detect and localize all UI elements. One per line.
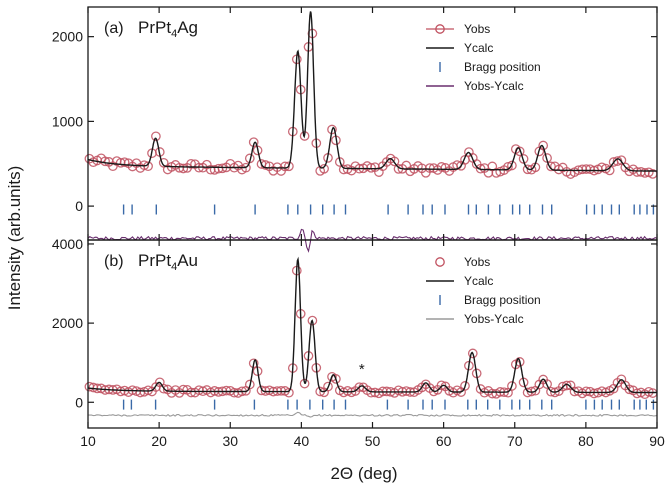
yobs-point — [514, 357, 525, 367]
yobs-point — [244, 379, 255, 390]
legend-label: Yobs — [464, 255, 490, 269]
compound-name: PrPt4Au — [138, 251, 198, 273]
x-axis-label: 2Θ (deg) — [330, 464, 397, 483]
yobs-point — [366, 162, 376, 173]
yobs-point — [503, 161, 513, 172]
legend-label: Yobs-Ycalc — [464, 312, 524, 326]
yobs-point — [550, 387, 560, 398]
yobs-point — [319, 163, 329, 174]
compound-tail: Au — [177, 251, 198, 270]
yobs-point — [151, 131, 161, 142]
impurity-marker: * — [359, 361, 365, 378]
yobs-point — [561, 380, 572, 391]
yobs-point — [624, 384, 635, 395]
yobs-point — [507, 160, 517, 171]
x-tick-label: 10 — [80, 433, 96, 449]
plot-frame — [87, 6, 658, 241]
yobs-point — [158, 383, 169, 394]
x-tick-label: 20 — [151, 433, 167, 449]
y-tick-label: 0 — [75, 198, 83, 214]
yobs-point — [178, 163, 189, 174]
yobs-point — [616, 155, 627, 166]
yobs-point — [119, 157, 130, 168]
x-tick-label: 40 — [294, 433, 310, 449]
compound-main: PrPt — [138, 18, 171, 37]
yobs-point — [507, 381, 517, 391]
panel-a: 0 1000 2000 (a) PrPt4Ag Yobs Ycalc Bragg positi… — [52, 6, 658, 253]
compound-subscript: 4 — [171, 261, 177, 273]
yobs-point — [217, 163, 228, 174]
y-tick-label: 1000 — [52, 113, 83, 129]
x-tick-label: 60 — [436, 433, 452, 449]
yobs-point — [186, 158, 196, 169]
yobs-point — [436, 162, 447, 172]
legend-label: Ycalc — [464, 41, 493, 55]
difference-line — [87, 411, 658, 418]
yobs-point — [538, 140, 549, 151]
yobs-point — [100, 156, 110, 167]
y-tick-label: 2000 — [52, 315, 83, 331]
yobs-point — [284, 161, 294, 172]
compound-subscript: 4 — [171, 28, 177, 40]
legend-label: Bragg position — [464, 293, 541, 307]
yobs-point — [475, 163, 486, 174]
yobs-point — [542, 379, 552, 389]
panel-label: (a) — [104, 20, 124, 37]
x-tick-label: 50 — [365, 433, 381, 449]
yobs-point — [284, 387, 294, 398]
x-tick-label: 90 — [649, 433, 665, 449]
legend-label: Ycalc — [464, 274, 493, 288]
y-axis-label: Intensity (arb.units) — [5, 166, 24, 311]
yobs-point — [467, 348, 478, 359]
legend-label: Bragg position — [464, 60, 541, 74]
y-tick-label: 2000 — [52, 29, 83, 45]
ycalc-line — [87, 11, 657, 172]
ycalc-line — [87, 256, 657, 394]
shared-axes: Intensity (arb.units) 2Θ (deg) — [5, 166, 398, 483]
yobs-point — [323, 381, 333, 392]
legend-label: Yobs — [464, 22, 490, 36]
legend-swatch-circle — [435, 24, 445, 34]
yobs-point — [460, 381, 470, 391]
yobs-point — [436, 380, 447, 391]
legend-label: Yobs-Ycalc — [464, 79, 524, 93]
compound-name: PrPt4Ag — [138, 18, 198, 40]
panel-label: (b) — [104, 253, 124, 270]
panel-b: 0 2000 4000 10 20 30 40 50 60 70 80 90 (b) PrPt4Au * Yo… — [52, 236, 665, 449]
yobs-point — [389, 156, 400, 167]
x-tick-label: 70 — [507, 433, 523, 449]
compound-main: PrPt — [138, 251, 171, 270]
x-tick-label: 80 — [578, 433, 594, 449]
compound-tail: Ag — [177, 18, 198, 37]
y-tick-label: 4000 — [52, 236, 83, 252]
legend-swatch-circle — [435, 257, 445, 267]
y-tick-label: 0 — [75, 394, 83, 410]
x-tick-label: 30 — [222, 433, 238, 449]
